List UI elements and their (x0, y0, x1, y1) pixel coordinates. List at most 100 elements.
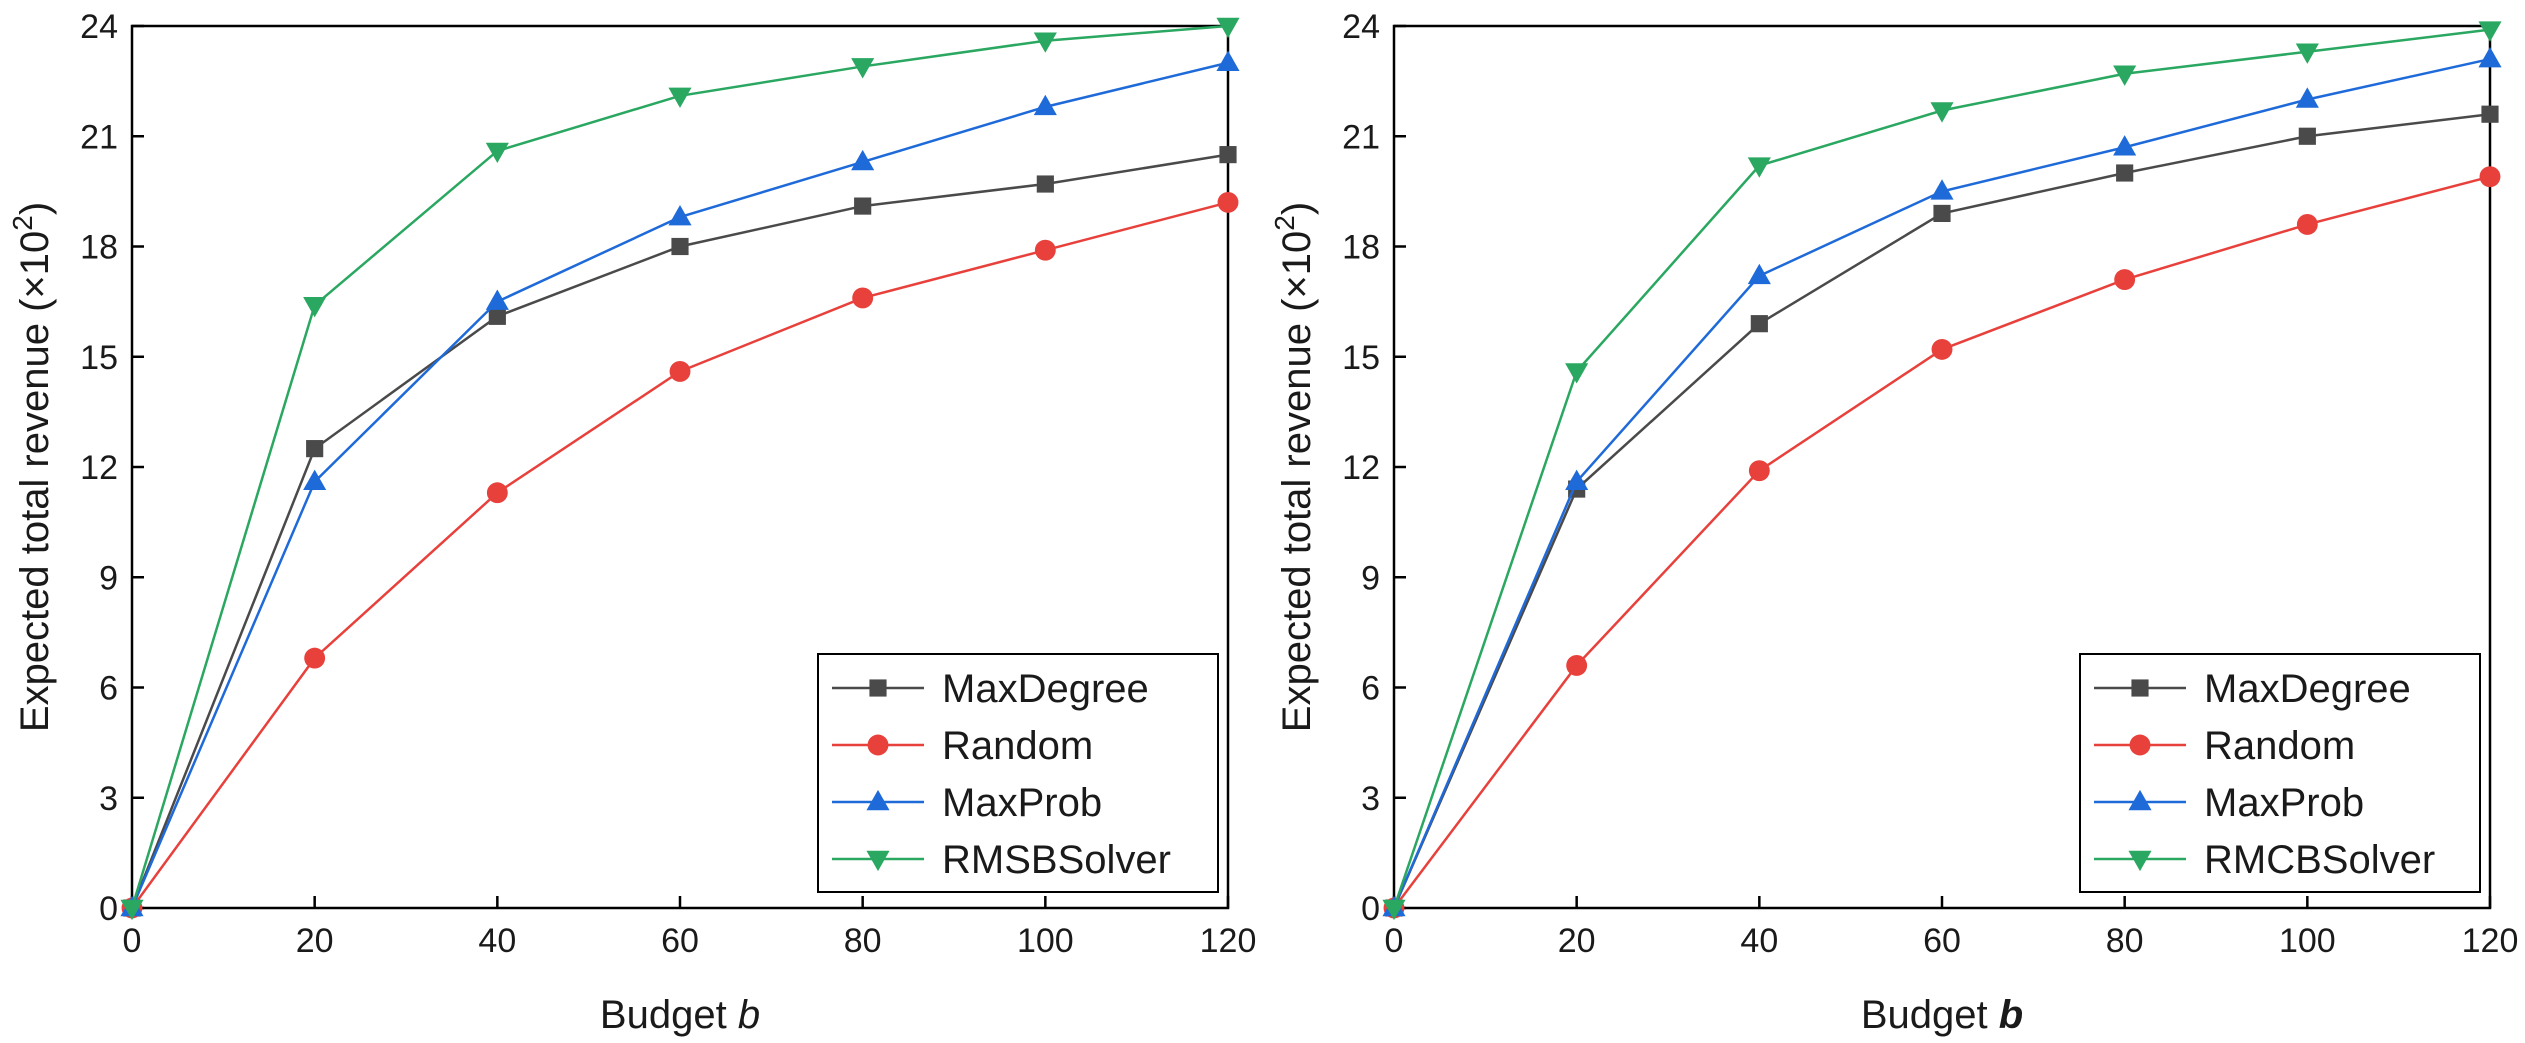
x-tick-label: 100 (1017, 922, 1074, 960)
x-tick-label: 80 (844, 922, 882, 960)
data-point (668, 87, 692, 108)
series-RMSBSolver (120, 17, 1240, 921)
x-tick-label: 0 (123, 922, 142, 960)
x-axis-title-variable: b (738, 993, 760, 1037)
legend-marker (869, 679, 887, 697)
y-tick-label: 3 (1361, 780, 1380, 818)
data-point (486, 482, 508, 504)
y-axis-title-text: Expected total revenue (×10 (1275, 231, 1319, 732)
data-point (668, 205, 692, 226)
chart-2: 0 20 40 60 80 100 120 0 3 6 9 12 15 18 21 24 Budget b Exp… (1269, 8, 2518, 1037)
x-tick-label: 80 (2106, 922, 2144, 960)
legend-label: MaxDegree (2204, 667, 2411, 711)
y-tick-label: 12 (1342, 449, 1380, 487)
y-tick-label: 18 (80, 229, 118, 267)
data-point (1933, 204, 1951, 223)
data-point (1036, 175, 1054, 193)
y-axis-title-end: ) (1275, 202, 1319, 215)
x-axis-title-text: Budget (600, 993, 738, 1037)
x-tick-label: 100 (2279, 922, 2336, 960)
data-point (1747, 157, 1771, 178)
y-tick-label: 21 (1342, 118, 1380, 156)
x-axis-title: Budget b (600, 993, 760, 1037)
data-point (1033, 32, 1057, 53)
y-tick-label: 0 (99, 890, 118, 928)
x-tick-label: 40 (1740, 922, 1778, 960)
data-point (303, 297, 327, 318)
data-point (1565, 469, 1589, 490)
data-point (304, 647, 326, 669)
y-tick-label: 6 (99, 670, 118, 708)
legend: MaxDegree Random MaxProb RMSBSolver (817, 653, 1219, 893)
legend-marker (2128, 789, 2152, 811)
data-point (2298, 127, 2316, 145)
data-point (669, 361, 691, 382)
data-point (1931, 338, 1953, 360)
y-axis-title-superscript: 2 (7, 215, 38, 231)
x-axis-title-variable: b (1999, 993, 2023, 1037)
series-Random (121, 191, 1239, 919)
data-point (1219, 146, 1237, 164)
y-axis-title: Expected total revenue (×102) (1269, 202, 1319, 732)
legend-label: RMCBSolver (2204, 838, 2435, 882)
x-tick-label: 120 (2462, 922, 2519, 960)
data-point (1930, 179, 1954, 200)
x-tick-label: 120 (1200, 922, 1257, 960)
y-tick-label: 3 (99, 780, 118, 818)
data-point (2296, 214, 2318, 235)
data-point (2478, 46, 2502, 68)
legend-label: MaxProb (2204, 781, 2364, 825)
x-tick-label: 20 (1558, 922, 1596, 960)
y-tick-label: 15 (80, 339, 118, 377)
data-point (1930, 102, 1954, 123)
series-MaxDegree (123, 146, 1237, 917)
x-axis-title: Budget b (1861, 993, 2023, 1037)
legend-label: MaxProb (942, 781, 1102, 825)
data-point (1750, 315, 1768, 333)
data-point (2116, 164, 2134, 182)
data-point (488, 307, 506, 325)
data-point (854, 197, 872, 215)
chart-1: 0 20 40 60 80 100 120 0 3 6 9 12 15 18 21 24 Budget b Exp… (7, 8, 1256, 1037)
series-MaxProb (120, 50, 1240, 917)
data-point (1565, 363, 1589, 384)
data-point (671, 237, 689, 256)
data-point (1216, 50, 1240, 71)
data-point (2113, 135, 2137, 156)
series-RMCBSolver (1382, 21, 2502, 921)
data-point (2114, 269, 2136, 291)
legend-marker (2129, 734, 2151, 756)
x-axis-title-text: Budget (1861, 993, 1999, 1037)
y-axis-title-text: Expected total revenue (×10 (13, 231, 57, 732)
x-tick-label: 40 (478, 922, 516, 960)
data-point (485, 142, 509, 164)
y-tick-label: 18 (1342, 229, 1380, 267)
data-point (306, 440, 324, 458)
y-tick-label: 15 (1342, 339, 1380, 377)
data-point (851, 58, 875, 79)
data-point (1216, 17, 1240, 39)
legend-label: MaxDegree (942, 667, 1149, 711)
data-point (1033, 94, 1057, 116)
data-point (1566, 655, 1588, 676)
legend-marker (2128, 850, 2152, 872)
y-axis-title: Expected total revenue (×102) (7, 202, 57, 732)
y-axis-title-superscript: 2 (1269, 215, 1300, 231)
y-tick-label: 24 (80, 8, 118, 46)
legend-marker (867, 734, 889, 756)
series-MaxProb (1382, 46, 2502, 917)
data-point (2295, 87, 2319, 108)
data-point (2481, 105, 2499, 123)
data-point (120, 899, 144, 921)
y-tick-label: 6 (1361, 670, 1380, 708)
data-point (1034, 239, 1056, 261)
legend-marker (2131, 679, 2149, 697)
data-point (852, 287, 874, 309)
data-point (1747, 263, 1771, 285)
data-point (851, 149, 875, 171)
y-axis-title-end: ) (13, 202, 57, 215)
data-point (2479, 166, 2501, 188)
data-point (2478, 21, 2502, 42)
legend-label: Random (2204, 724, 2355, 768)
